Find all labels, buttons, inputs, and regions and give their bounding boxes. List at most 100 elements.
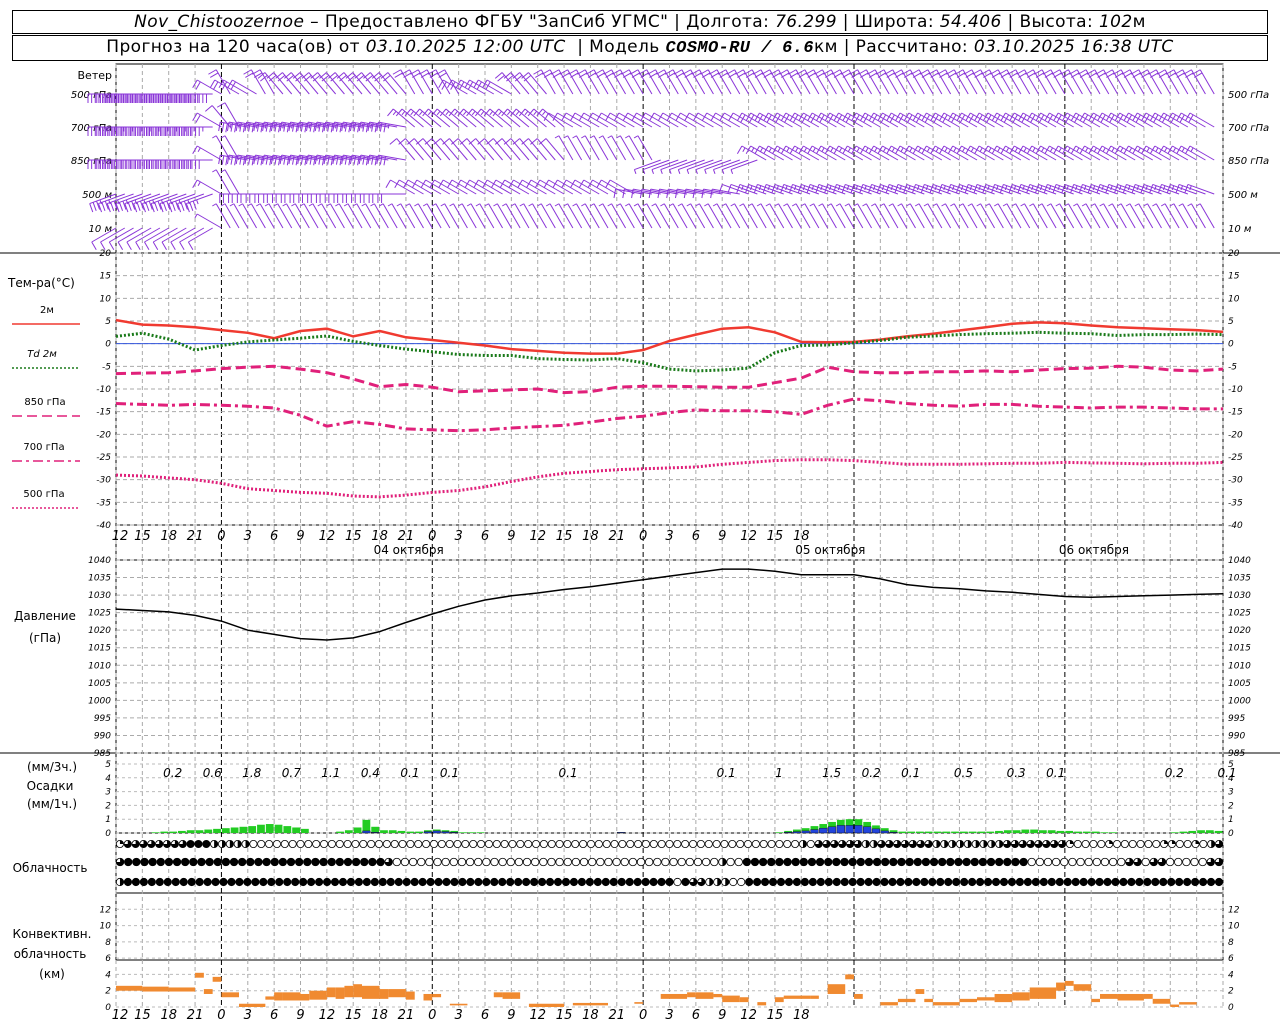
cloud-fill <box>999 840 1003 848</box>
wind-barb-feather <box>727 184 732 194</box>
wind-barb-feather <box>1117 114 1124 123</box>
wind-barb-feather <box>851 145 857 155</box>
cloud-fill <box>825 878 833 886</box>
wind-barb-staff <box>186 193 213 205</box>
wind-barb-feather <box>362 122 365 132</box>
wind-barb-feather <box>996 185 999 191</box>
wind-barb-feather <box>1158 72 1168 78</box>
cloud-fill <box>897 858 906 866</box>
wind-barb-feather <box>1088 112 1094 122</box>
wind-barb-feather <box>345 72 354 79</box>
calc-time: 03.10.2025 16:38 UTC <box>973 37 1174 57</box>
x-tick-label-bottom: 18 <box>160 1008 177 1023</box>
cloud-fill <box>975 840 980 848</box>
wind-barb-staff <box>899 145 925 161</box>
wind-barb-staff <box>549 203 565 229</box>
cloud-fill <box>968 878 976 886</box>
wind-barb-feather <box>719 72 728 78</box>
wind-barb-feather <box>1044 145 1050 155</box>
pressure-tick-right: 1020 <box>1228 626 1251 636</box>
wind-barb-feather <box>1185 145 1191 155</box>
wind-barb-feather <box>693 112 699 122</box>
wind-barb-feather <box>313 123 316 133</box>
cloud-fill <box>893 840 901 848</box>
cloud-symbol <box>249 839 258 849</box>
wind-barb-staff <box>352 72 372 95</box>
wind-barb-feather <box>171 202 176 211</box>
cloud-fill <box>474 878 483 886</box>
wind-barb-staff <box>272 154 301 161</box>
wind-barb-feather <box>339 156 343 166</box>
wind-barb-staff <box>678 159 705 171</box>
wind-barb-feather <box>974 145 980 155</box>
wind-barb-feather <box>492 108 500 117</box>
wind-barb-staff <box>268 203 284 229</box>
wind-barb-feather <box>454 111 458 116</box>
wind-barb-feather <box>262 122 265 132</box>
temp-tick-left: -20 <box>96 430 111 440</box>
cloud-symbol <box>1073 839 1082 849</box>
cloud-fill <box>275 878 283 886</box>
wind-barb-feather <box>466 203 472 207</box>
wind-barb-feather <box>717 69 727 75</box>
wind-barb-feather <box>935 147 939 152</box>
wind-barb-feather <box>1111 147 1115 152</box>
wind-barb-feather <box>115 203 120 213</box>
wind-barb-feather <box>269 156 272 166</box>
cloud-symbol <box>704 839 713 849</box>
wind-barb-feather <box>1196 203 1201 207</box>
wind-barb-feather <box>753 184 758 194</box>
wind-barb-feather <box>168 203 173 213</box>
wind-barb-staff <box>391 203 407 229</box>
wind-barb-feather <box>616 203 621 207</box>
wind-barb-feather <box>718 184 723 194</box>
wind-barb-staff <box>548 112 574 128</box>
wind-barb-feather <box>245 72 254 78</box>
wind-barb-staff <box>259 69 275 95</box>
wind-barb-staff <box>356 203 372 229</box>
wind-barb-feather <box>343 123 346 129</box>
wind-barb-feather <box>394 72 403 78</box>
cloud-symbol <box>720 839 729 849</box>
wind-barb-feather <box>498 111 502 116</box>
conv-cloud-bar <box>880 1002 898 1006</box>
wind-barb-staff <box>1173 203 1189 229</box>
wind-barb-feather <box>1141 145 1147 155</box>
x-tick-label-bottom: 9 <box>718 1008 726 1023</box>
wind-barb-feather <box>926 147 930 152</box>
wind-barb-staff <box>593 135 609 161</box>
wind-barb-feather <box>256 155 260 165</box>
cloud-fill <box>148 878 156 886</box>
wind-barb-staff <box>530 179 556 195</box>
wind-barb-staff <box>809 183 837 195</box>
lat-label: Широта: <box>854 12 934 32</box>
wind-barb-feather <box>98 203 103 213</box>
wind-barb-feather <box>300 122 304 132</box>
conv-tick-left: 2 <box>105 987 111 997</box>
wind-barb-feather <box>983 72 992 78</box>
wind-barb-feather <box>347 74 356 82</box>
cloud-fill <box>992 878 1000 886</box>
cloud-fill <box>530 878 538 886</box>
wind-barb-feather <box>330 123 334 133</box>
wind-barb-feather <box>1105 184 1110 194</box>
cloud-symbol <box>653 857 662 867</box>
wind-barb-feather <box>981 69 990 75</box>
wind-barb-staff <box>475 138 495 161</box>
conv-cloud-bar <box>757 1002 767 1006</box>
wind-barb-staff <box>1180 112 1206 128</box>
precip-bar-heavy <box>371 832 380 834</box>
legend-label-1: Td 2м <box>27 349 57 360</box>
wind-barb-feather <box>229 123 232 129</box>
conv-cloud-bar <box>994 993 1013 1003</box>
wind-barb-feather <box>533 69 542 75</box>
cloud-fill <box>717 878 721 886</box>
wind-barb-feather <box>792 114 799 123</box>
wind-barb-staff <box>360 154 389 161</box>
wind-barb-feather <box>379 155 383 165</box>
wind-barb-staff <box>1022 145 1048 161</box>
wind-barb-feather <box>100 241 106 251</box>
wind-barb-staff <box>237 154 266 161</box>
wind-barb-staff <box>545 138 565 161</box>
wind-barb-feather <box>648 189 652 199</box>
